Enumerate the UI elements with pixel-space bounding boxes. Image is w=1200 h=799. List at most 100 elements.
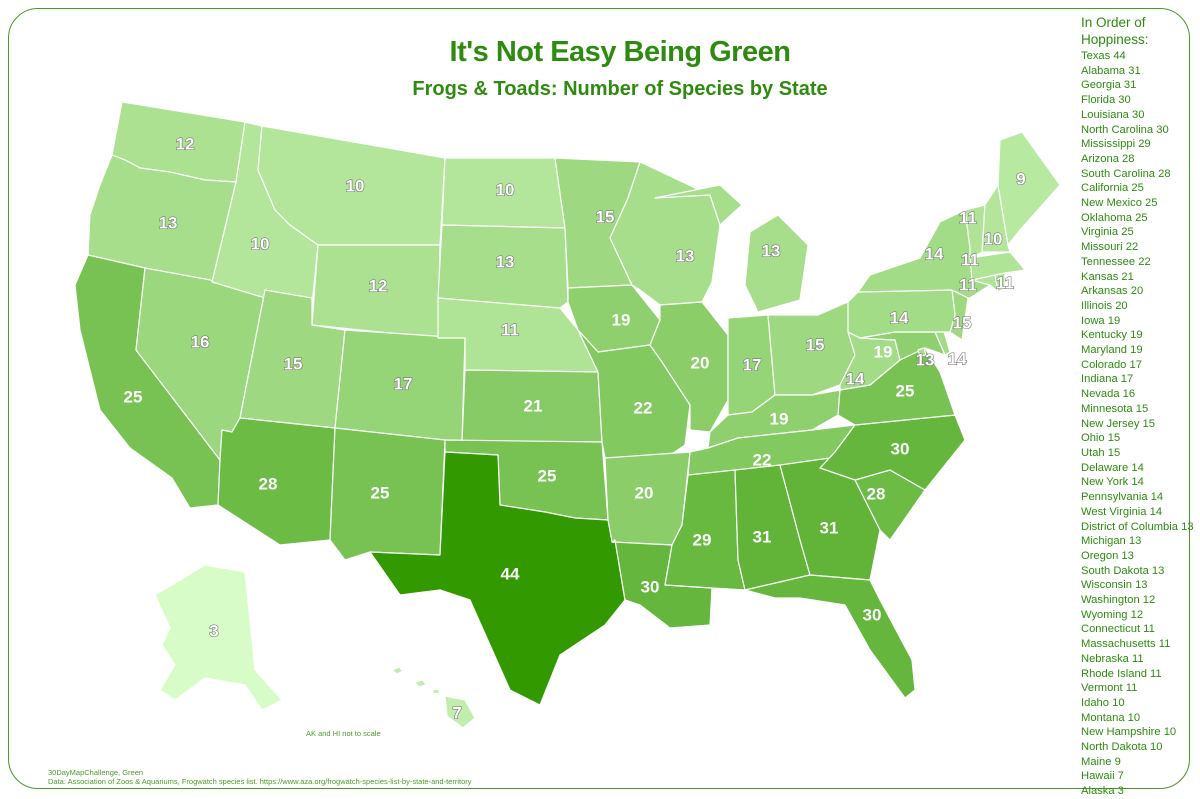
- state-sd: [437, 224, 569, 309]
- legend-item: Indiana 17: [1081, 373, 1134, 386]
- map-subtitle: Frogs & Toads: Number of Species by Stat…: [412, 78, 828, 100]
- state-value-la: 30: [641, 577, 660, 596]
- credit-source: Data: Association of Zoos & Aquariums, F…: [48, 777, 472, 786]
- state-value-mo: 22: [634, 398, 653, 417]
- legend-item: North Carolina 30: [1081, 123, 1169, 136]
- legend-item: Maryland 19: [1081, 344, 1143, 357]
- state-value-tx: 44: [501, 564, 520, 583]
- state-value-ny: 14: [925, 244, 944, 263]
- legend-item: Utah 15: [1081, 446, 1121, 459]
- legend-item: Florida 30: [1081, 94, 1131, 107]
- state-value-ar: 20: [635, 483, 654, 502]
- state-value-wv: 14: [846, 369, 865, 388]
- legend-item: Alaska 3: [1081, 785, 1124, 798]
- state-value-hi: 7: [452, 703, 461, 722]
- state-fl: [744, 574, 916, 699]
- state-value-co: 17: [394, 374, 413, 393]
- state-value-mn: 15: [596, 207, 615, 226]
- state-value-dc: 13: [916, 350, 935, 369]
- state-value-mt: 10: [346, 176, 365, 195]
- legend-item: Delaware 14: [1081, 461, 1144, 474]
- legend-item: New Hampshire 10: [1081, 726, 1177, 739]
- legend-item: Georgia 31: [1081, 79, 1137, 92]
- legend-item: North Dakota 10: [1081, 741, 1163, 754]
- legend-item: Minnesota 15: [1081, 402, 1149, 415]
- state-value-pa: 14: [890, 308, 909, 327]
- legend-item: New Mexico 25: [1081, 197, 1158, 210]
- state-value-tn: 22: [753, 450, 772, 469]
- state-value-nd: 10: [496, 180, 515, 199]
- legend-item: Pennsylvania 14: [1081, 491, 1164, 504]
- legend-item: New York 14: [1081, 476, 1144, 489]
- legend-heading-line1: In Order of: [1081, 15, 1146, 30]
- credits: 30DayMapChallenge, Green Data: Associati…: [48, 768, 472, 786]
- state-value-in: 17: [743, 355, 762, 374]
- legend-item: California 25: [1081, 182, 1144, 195]
- legend-item: West Virginia 14: [1081, 505, 1163, 518]
- legend-item: Louisiana 30: [1081, 108, 1145, 121]
- state-value-ak: 3: [209, 621, 218, 640]
- legend-heading: In Order of Hoppiness:: [1081, 14, 1193, 48]
- legend-ranking-list: In Order of Hoppiness: Texas 44 Alabama 3…: [1081, 14, 1194, 799]
- legend-item: District of Columbia 13: [1081, 520, 1194, 533]
- scale-note: AK and HI not to scale: [306, 729, 381, 738]
- state-value-al: 31: [753, 527, 772, 546]
- legend-items: Texas 44 Alabama 31 Georgia 31 Florida 30 Lo…: [1081, 49, 1194, 799]
- state-value-nv: 16: [191, 332, 210, 351]
- legend-item: South Dakota 13: [1081, 564, 1165, 577]
- state-value-ne: 11: [501, 320, 519, 339]
- state-hi: [391, 666, 476, 729]
- legend-item: South Carolina 28: [1081, 167, 1171, 180]
- legend-item: Texas 44: [1081, 50, 1126, 62]
- state-value-md: 19: [874, 342, 893, 361]
- legend-item: Arizona 28: [1081, 152, 1135, 165]
- state-value-ia: 19: [612, 310, 631, 329]
- legend-item: Nebraska 11: [1081, 652, 1144, 665]
- state-value-ok: 25: [538, 466, 557, 485]
- state-nc: [819, 414, 966, 491]
- state-value-me: 9: [1016, 169, 1025, 188]
- state-value-ri: 11: [996, 273, 1014, 292]
- legend-item: Maine 9: [1081, 755, 1121, 768]
- state-value-il: 20: [691, 353, 710, 372]
- state-value-az: 28: [259, 474, 278, 493]
- legend-item: Arkansas 20: [1081, 285, 1144, 298]
- legend-item: Kentucky 19: [1081, 329, 1143, 342]
- state-value-ct: 11: [959, 275, 977, 294]
- legend-item: Illinois 20: [1081, 299, 1128, 312]
- state-value-ga: 31: [820, 518, 839, 537]
- legend-item: Rhode Island 11: [1081, 667, 1162, 680]
- state-value-sd: 13: [496, 252, 515, 271]
- state-value-mi: 13: [762, 241, 781, 260]
- state-value-wa: 12: [176, 134, 195, 153]
- state-value-de: 14: [948, 349, 967, 368]
- legend-item: Massachusetts 11: [1081, 638, 1171, 651]
- state-vt: [964, 204, 986, 259]
- legend-item: Virginia 25: [1081, 226, 1134, 239]
- state-value-sc: 28: [867, 484, 886, 503]
- state-ak: [154, 564, 283, 711]
- legend-item: Wisconsin 13: [1081, 579, 1148, 592]
- legend-item: Wyoming 12: [1081, 608, 1144, 621]
- legend-item: Hawaii 7: [1081, 770, 1124, 783]
- state-value-nh: 10: [984, 229, 1003, 248]
- state-value-ca: 25: [124, 387, 143, 406]
- state-me: [997, 131, 1061, 246]
- state-value-id: 10: [251, 234, 270, 253]
- legend-item: Tennessee 22: [1081, 255, 1151, 268]
- state-value-vt: 11: [959, 208, 977, 227]
- state-value-fl: 30: [863, 605, 882, 624]
- legend-item: Washington 12: [1081, 594, 1156, 607]
- state-value-ut: 15: [284, 354, 303, 373]
- state-value-ma: 11: [961, 250, 979, 269]
- state-value-nj: 15: [953, 313, 972, 332]
- legend-item: Montana 10: [1081, 711, 1141, 724]
- map-frame: [8, 8, 1190, 789]
- state-value-wy: 12: [369, 276, 388, 295]
- state-value-ks: 21: [524, 396, 543, 415]
- state-value-va: 25: [896, 381, 915, 400]
- legend-heading-line2: Hoppiness:: [1081, 32, 1149, 47]
- legend-item: Oklahoma 25: [1081, 211, 1148, 224]
- map-title: It's Not Easy Being Green: [449, 36, 791, 68]
